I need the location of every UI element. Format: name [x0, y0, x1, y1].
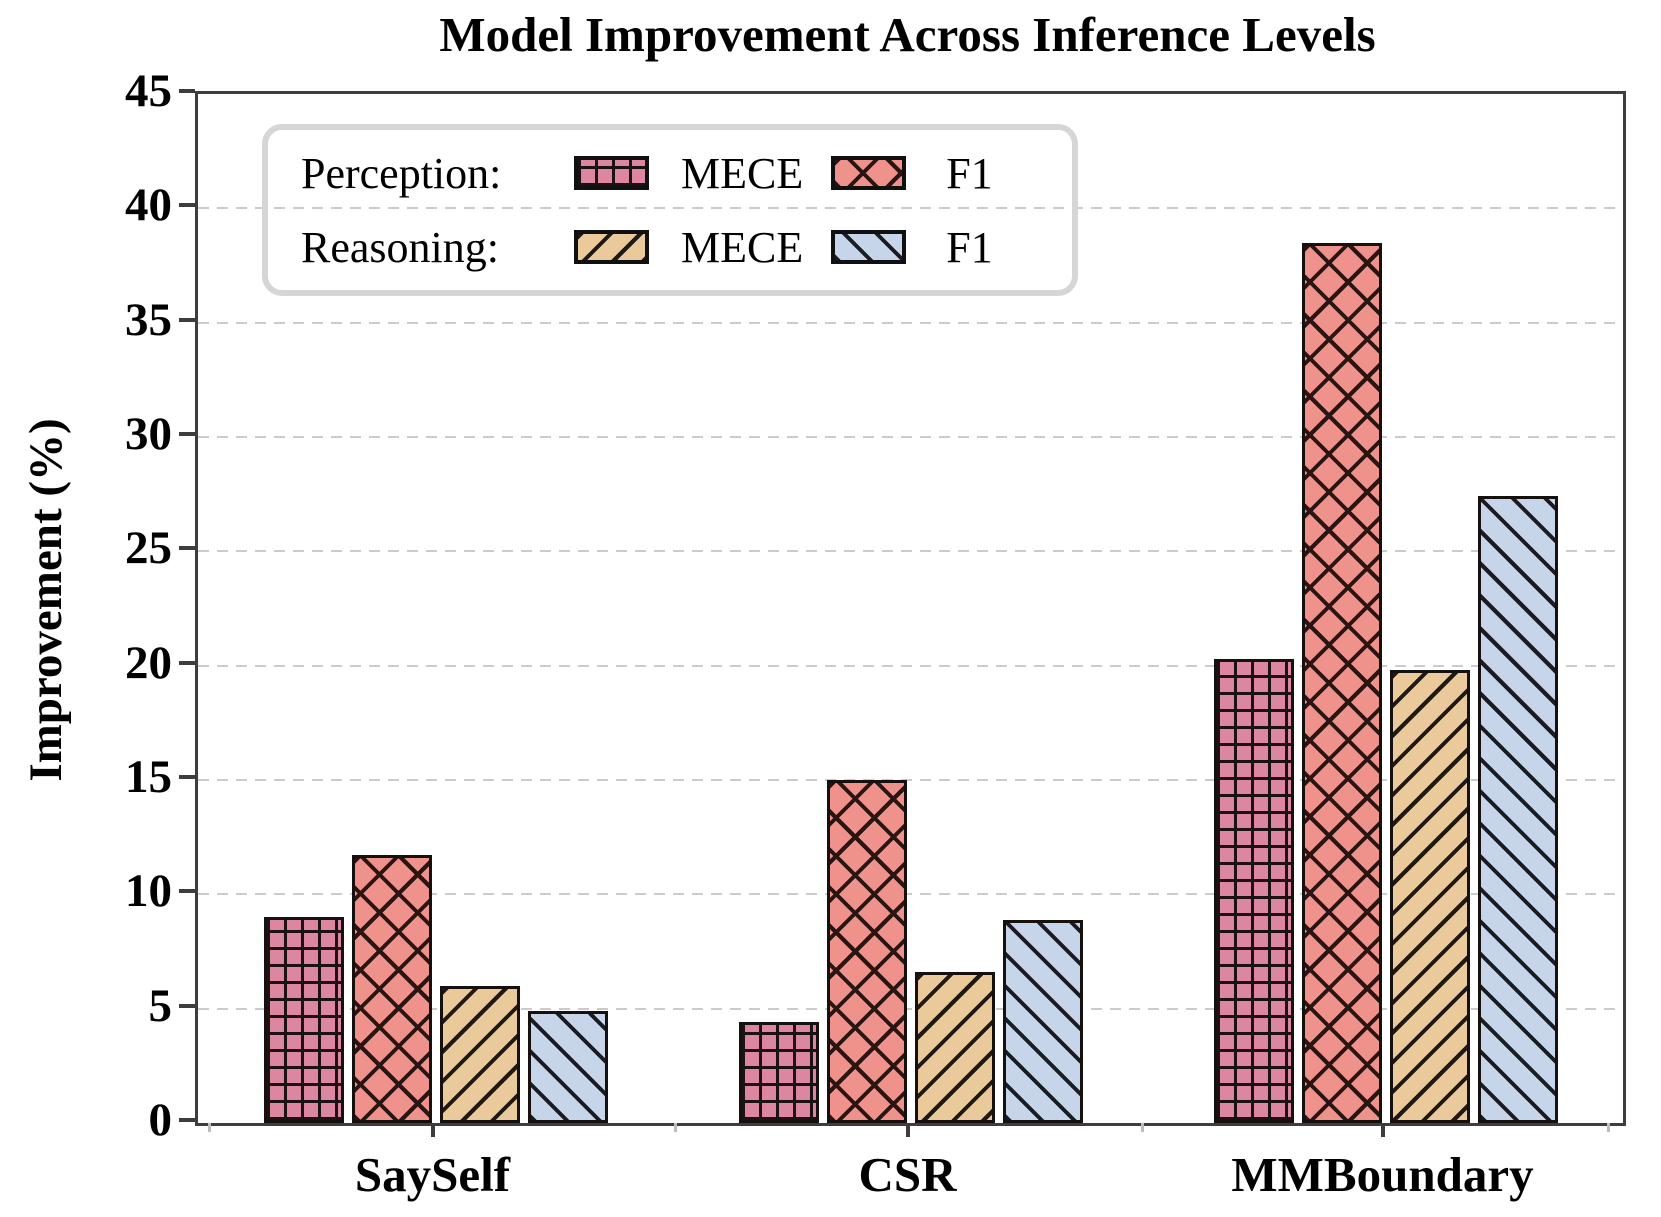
- y-tick-mark-25: [179, 546, 195, 551]
- y-tick-label-25: 25: [125, 522, 172, 575]
- gridline-y-10: [198, 893, 1623, 896]
- gridline-y-15: [198, 779, 1623, 781]
- gridline-y-20: [198, 664, 1623, 667]
- x-minor-tick-2: [1140, 1123, 1144, 1132]
- y-tick-label-40: 40: [125, 179, 172, 232]
- bar-csr-perception-f1: [826, 780, 907, 1123]
- legend-label-reasoning-mece: MECE: [681, 222, 804, 272]
- y-tick-mark-15: [179, 775, 195, 779]
- gridline-y-25: [198, 550, 1623, 553]
- legend-group-label-perception: Perception:: [301, 148, 502, 198]
- y-tick-mark-10: [179, 889, 195, 894]
- x-category-label-sayself: SaySelf: [354, 1147, 511, 1202]
- y-tick-mark-20: [179, 660, 195, 665]
- legend-group-label-reasoning: Reasoning:: [301, 222, 499, 272]
- bar-csr-reasoning-mece: [914, 972, 995, 1123]
- legend-label-reasoning-f1: F1: [946, 222, 993, 272]
- bar-sayself-perception-f1: [351, 855, 432, 1123]
- bar-csr-reasoning-f1: [1002, 919, 1083, 1123]
- y-tick-label-30: 30: [125, 408, 172, 460]
- bar-mmboundary-reasoning-f1: [1477, 496, 1558, 1123]
- y-tick-mark-35: [179, 317, 195, 322]
- x-tick-mark-csr: [905, 1123, 910, 1137]
- bar-sayself-reasoning-f1: [527, 1010, 608, 1123]
- x-minor-tick-3: [1607, 1123, 1610, 1132]
- y-tick-label-45: 45: [125, 65, 172, 117]
- y-tick-mark-40: [179, 203, 195, 208]
- legend-swatch-reasoning-f1: [831, 230, 907, 264]
- y-tick-label-0: 0: [148, 1094, 173, 1146]
- legend-row-reasoning: Reasoning: MECE F1: [268, 222, 1072, 273]
- x-minor-tick-0: [208, 1123, 211, 1132]
- x-tick-mark-sayself: [430, 1123, 435, 1137]
- y-tick-label-5: 5: [148, 979, 173, 1032]
- y-tick-label-20: 20: [125, 636, 172, 689]
- y-axis-label: Improvement (%): [20, 418, 72, 782]
- y-tick-mark-0: [179, 1118, 195, 1122]
- y-tick-label-35: 35: [125, 293, 172, 346]
- plot-area: [195, 91, 1626, 1126]
- y-tick-mark-45: [179, 89, 195, 93]
- legend-swatch-reasoning-mece: [574, 230, 649, 264]
- bar-sayself-reasoning-mece: [439, 985, 520, 1123]
- bar-mmboundary-perception-mece: [1213, 658, 1294, 1123]
- y-tick-mark-30: [179, 432, 195, 436]
- legend-swatch-perception-f1: [831, 156, 907, 190]
- y-tick-label-15: 15: [125, 751, 172, 803]
- bar-mmboundary-reasoning-mece: [1389, 670, 1470, 1123]
- y-tick-label-10: 10: [125, 865, 172, 918]
- legend-box: Perception: MECE F1 Reasoning: MECE F1: [262, 124, 1078, 296]
- legend-swatch-perception-mece: [574, 156, 649, 190]
- gridline-y-40: [198, 207, 1623, 210]
- x-minor-tick-1: [674, 1123, 678, 1132]
- bar-csr-perception-mece: [738, 1022, 819, 1123]
- chart-title: Model Improvement Across Inference Level…: [439, 7, 1376, 62]
- legend-label-perception-f1: F1: [946, 148, 993, 198]
- x-category-label-csr: CSR: [858, 1147, 957, 1202]
- legend-row-perception: Perception: MECE F1: [268, 148, 1072, 199]
- gridline-y-30: [198, 436, 1623, 438]
- legend-label-perception-mece: MECE: [681, 148, 804, 198]
- x-tick-mark-mmboundary: [1380, 1123, 1385, 1137]
- gridline-y-5: [198, 1007, 1623, 1010]
- x-category-label-mmboundary: MMBoundary: [1231, 1147, 1534, 1202]
- bar-sayself-perception-mece: [263, 917, 344, 1123]
- y-tick-mark-5: [179, 1003, 195, 1008]
- gridline-y-35: [198, 321, 1623, 324]
- bar-mmboundary-perception-f1: [1301, 242, 1382, 1123]
